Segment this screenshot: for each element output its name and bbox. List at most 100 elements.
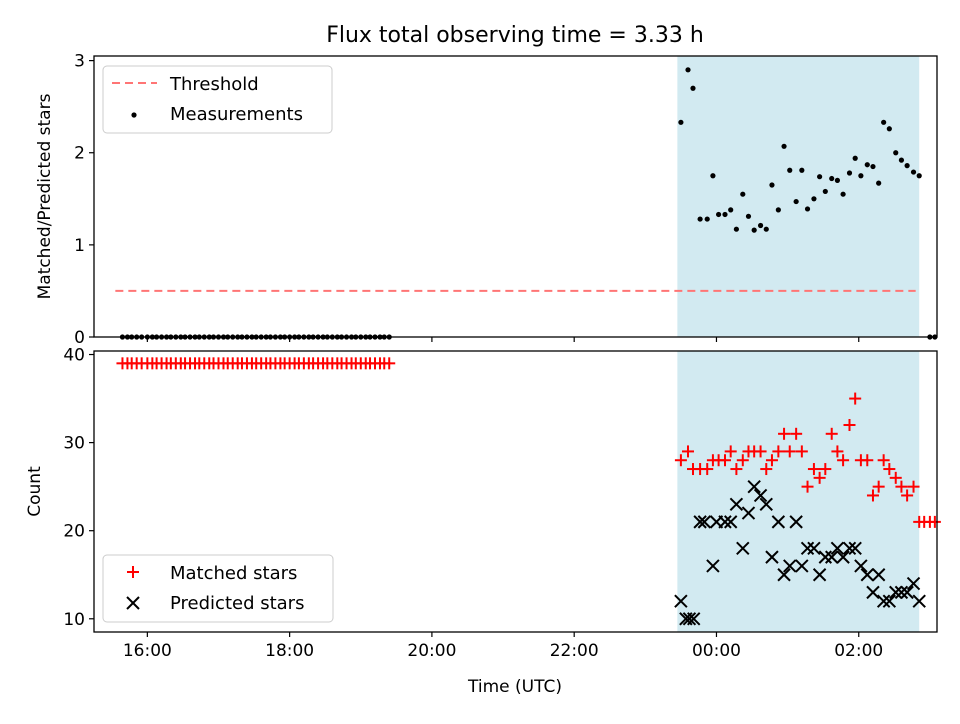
ratio-legend-box (102, 65, 333, 134)
predicted-star-point (807, 541, 821, 556)
legend-predicted-label: Predicted stars (170, 593, 304, 614)
predicted-star-point (741, 506, 756, 520)
predicted-star-point (736, 541, 750, 556)
measurement-point (685, 67, 691, 73)
measurement-point (864, 162, 870, 168)
measurement-point (811, 196, 817, 202)
measurement-point (781, 143, 787, 149)
x-tick-label: 02:00 (834, 641, 883, 661)
predicted-star-point (795, 559, 809, 573)
observing-window-shade (677, 56, 920, 337)
predicted-star-point (783, 559, 797, 573)
measurement-point (881, 119, 887, 125)
matched-star-point (872, 480, 885, 493)
predicted-star-point (771, 515, 786, 529)
matched-star-point (674, 454, 687, 467)
predicted-star-point (800, 541, 815, 556)
predicted-star-point (718, 515, 732, 529)
matched-star-point (889, 471, 902, 484)
measurement-point (763, 226, 769, 232)
measurement-point (678, 119, 684, 125)
matched-star-point (801, 480, 814, 493)
predicted-star-point (674, 594, 688, 608)
predicted-star-point (894, 585, 909, 600)
legend-matched-label: Matched stars (170, 563, 297, 584)
predicted-star-point (825, 550, 839, 564)
predicted-star-point (882, 594, 897, 608)
predicted-star-point (812, 568, 827, 582)
matched-star-point (736, 454, 749, 467)
predicted-star-point (830, 541, 845, 556)
measurement-point (728, 207, 734, 213)
count-y-label: Count (25, 466, 45, 517)
count-legend-box (102, 554, 334, 623)
x-tick-label: 16:00 (123, 641, 172, 661)
matched-stars-points (116, 357, 941, 528)
x-tick-label: 20:00 (407, 641, 456, 661)
measurement-point (886, 126, 892, 132)
matched-star-point (895, 480, 908, 493)
predicted-star-point (860, 568, 874, 582)
matched-star-point (831, 445, 844, 458)
predicted-star-point (723, 515, 738, 529)
matched-star-point (682, 445, 695, 458)
y-tick-label: 40 (63, 346, 85, 366)
matched-star-point (772, 445, 785, 458)
legend-measurements-swatch (131, 112, 137, 118)
matched-star-point (795, 445, 808, 458)
measurement-point (852, 155, 858, 161)
measurement-point (822, 188, 828, 195)
measurement-point (829, 175, 835, 182)
predicted-star-point (836, 550, 850, 564)
measurement-point (690, 85, 696, 91)
matched-star-point (724, 445, 737, 458)
count-panel-frame (93, 350, 938, 633)
measurement-point (793, 198, 799, 205)
measurement-point (697, 216, 703, 222)
matched-star-point (907, 480, 920, 493)
legend-threshold-label: Threshold (169, 74, 259, 95)
matched-star-point (825, 427, 838, 440)
matched-star-point (813, 471, 826, 484)
predicted-star-point (866, 585, 880, 600)
predicted-star-point (753, 488, 768, 503)
measurement-point (733, 226, 739, 232)
matched-star-point (701, 463, 714, 476)
predicted-star-point (682, 612, 697, 626)
matched-star-point (760, 463, 773, 476)
chart-title: Flux total observing time = 3.33 h (326, 23, 704, 48)
y-tick-label: 30 (63, 434, 85, 454)
matched-star-point (861, 454, 874, 467)
predicted-star-point (729, 497, 744, 511)
ratio-y-label: Matched/Predicted stars (35, 93, 55, 299)
predicted-star-point (706, 559, 720, 573)
predicted-star-point (686, 612, 701, 626)
legend-matched-swatch (127, 566, 139, 578)
predicted-star-point (747, 479, 761, 494)
predicted-star-point (818, 550, 833, 564)
ratio-panel: 0 1 2 3 Matched/Predicted stars Threshold M… (35, 52, 938, 348)
predicted-star-point (906, 576, 921, 591)
measurement-point (846, 170, 853, 176)
predicted-star-point (912, 594, 926, 608)
x-tick-label: 22:00 (550, 641, 599, 661)
matched-star-point (819, 463, 832, 476)
measurement-point (804, 206, 811, 212)
matched-star-point (843, 418, 856, 431)
measurement-point (775, 207, 781, 213)
matched-star-point (383, 357, 396, 370)
predicted-star-point (693, 515, 707, 529)
matched-star-point (790, 427, 803, 440)
x-tick-label: 18:00 (265, 641, 314, 661)
measurement-point (769, 182, 775, 188)
measurement-point (716, 211, 722, 218)
matched-star-point (837, 454, 850, 467)
matched-star-point (866, 489, 879, 502)
y-tick-label: 20 (63, 522, 85, 542)
predicted-star-point (871, 568, 886, 582)
predicted-star-point (759, 497, 773, 511)
measurement-point (799, 167, 805, 173)
matched-star-point (765, 454, 778, 467)
